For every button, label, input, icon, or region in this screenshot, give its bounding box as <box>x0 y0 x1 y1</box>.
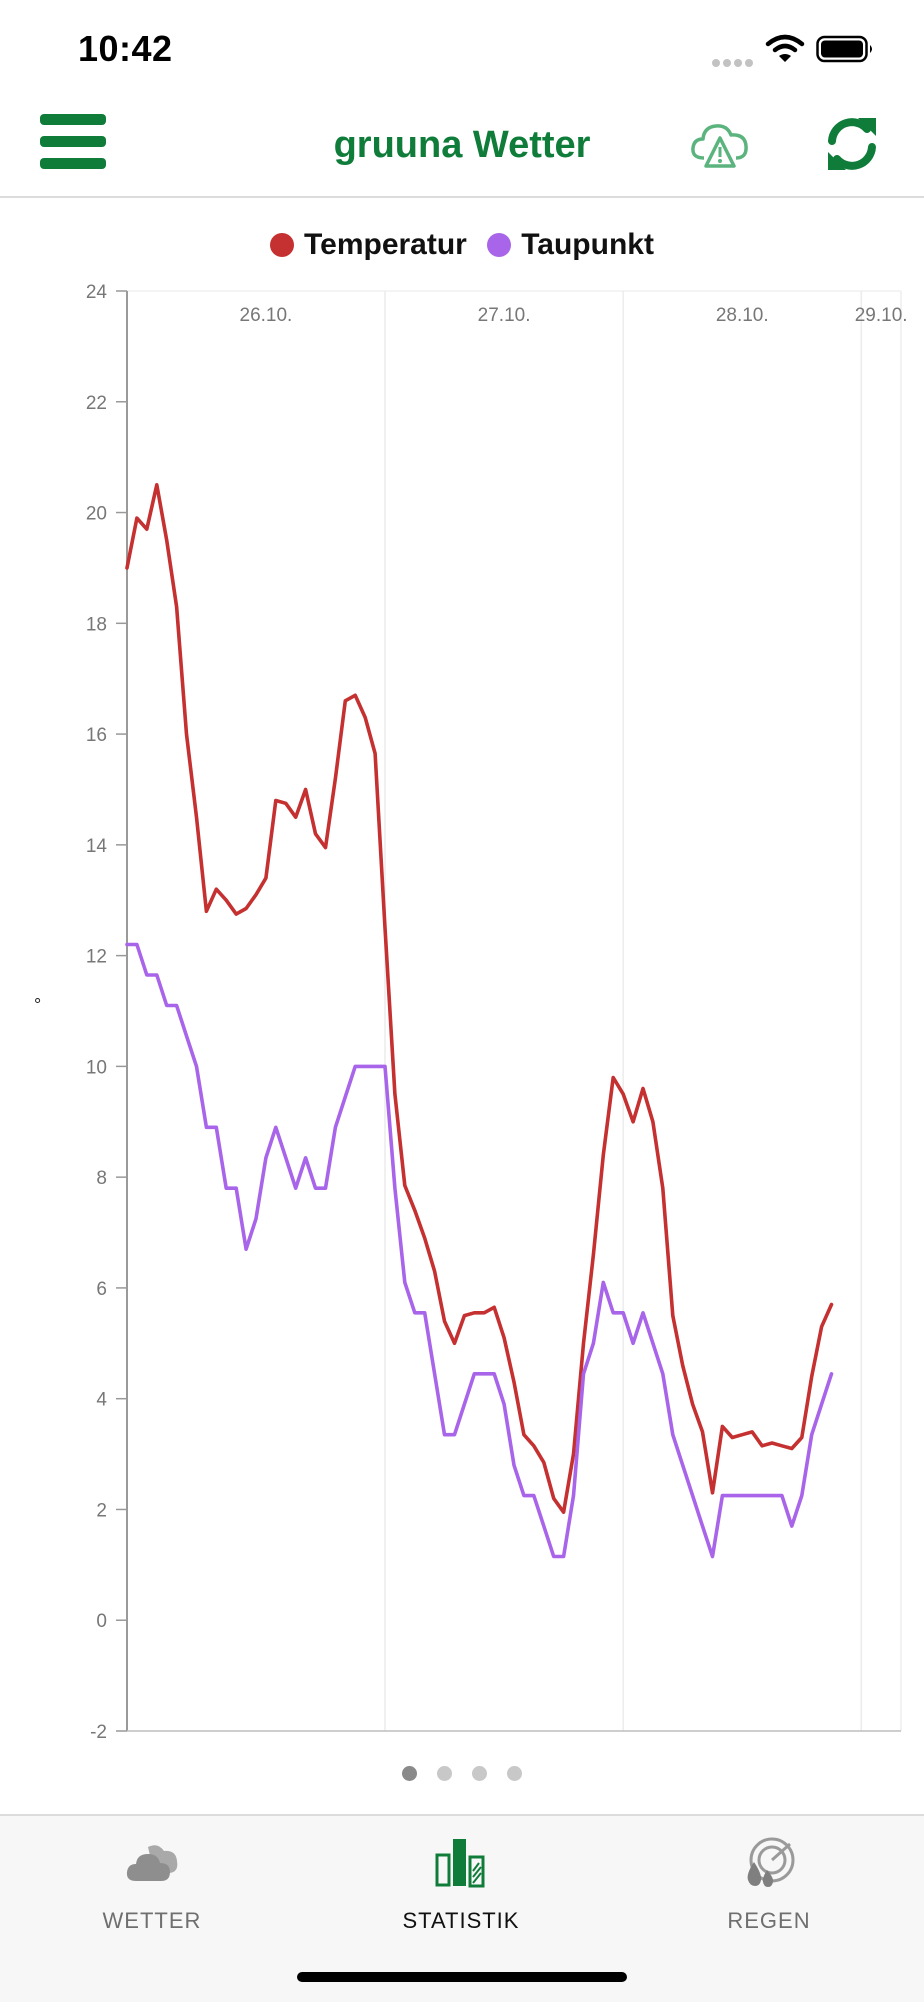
y-tick-label: 10 <box>86 1057 107 1078</box>
wifi-icon <box>765 34 805 62</box>
page-dot[interactable] <box>472 1766 487 1781</box>
menu-button[interactable] <box>40 114 116 182</box>
tab-label-wetter: WETTER <box>102 1908 202 1933</box>
page-dot[interactable] <box>507 1766 522 1781</box>
home-indicator <box>297 1972 627 1982</box>
legend-item-taupunkt[interactable]: Taupunkt <box>487 228 654 262</box>
x-tick-label: 26.10. <box>240 305 293 326</box>
tab-label-regen: REGEN <box>727 1908 811 1933</box>
tab-label-statistik: STATISTIK <box>402 1908 520 1933</box>
legend-swatch-temperatur <box>270 233 295 257</box>
cellular-signal-icon <box>712 54 756 72</box>
rain-radar-icon <box>747 1837 795 1887</box>
y-tick-label: 12 <box>86 947 107 968</box>
y-tick-label: 2 <box>96 1500 107 1521</box>
cloud-warning-icon <box>691 124 748 168</box>
y-tick-label: 20 <box>86 504 107 525</box>
cloud-icon <box>126 1845 178 1881</box>
refresh-button[interactable] <box>822 114 884 178</box>
y-tick-label: 4 <box>96 1390 107 1411</box>
weather-alert-button[interactable] <box>690 118 756 178</box>
battery-icon <box>816 35 872 63</box>
status-time: 10:42 <box>78 28 173 69</box>
legend-item-temperatur[interactable]: Temperatur <box>270 228 467 262</box>
page-dot[interactable] <box>437 1766 452 1781</box>
tab-regen[interactable]: REGEN <box>669 1830 869 1934</box>
tab-statistik[interactable]: STATISTIK <box>361 1830 561 1934</box>
legend-label-taupunkt: Taupunkt <box>521 228 654 261</box>
x-tick-label: 27.10. <box>478 305 531 326</box>
legend-label-temperatur: Temperatur <box>304 228 467 261</box>
chart-legend: Temperatur Taupunkt <box>0 228 924 265</box>
temperature-dewpoint-chart[interactable]: 26.10. 27.10. 28.10. 29.10.2422201816141210… <box>0 270 924 1750</box>
y-tick-label: 16 <box>86 725 107 746</box>
app-title: gruuna Wetter <box>333 124 591 166</box>
refresh-icon <box>828 118 876 170</box>
status-bar: 10:42 <box>0 0 924 100</box>
legend-swatch-taupunkt <box>487 233 512 257</box>
y-tick-label: 24 <box>86 282 108 303</box>
y-tick-label: 8 <box>96 1168 107 1189</box>
x-tick-label: 28.10. <box>716 305 769 326</box>
y-tick-label: -2 <box>90 1722 107 1743</box>
series-line-temperatur <box>125 483 834 1514</box>
tab-wetter[interactable]: WETTER <box>52 1830 252 1934</box>
series-line-taupunkt <box>125 942 834 1559</box>
hamburger-menu-icon <box>40 114 106 169</box>
bar-chart-icon <box>435 1839 485 1888</box>
y-tick-label: 6 <box>96 1279 107 1300</box>
tab-bar: WETTER STATISTIK REGEN <box>0 1814 924 2002</box>
y-tick-label: 14 <box>86 836 108 857</box>
y-tick-label: 0 <box>96 1611 107 1632</box>
nav-bar: gruuna Wetter <box>0 100 924 198</box>
y-axis-unit-label: ° <box>34 995 42 1015</box>
x-tick-label: 29.10. <box>855 305 908 326</box>
page-dot[interactable] <box>402 1766 417 1781</box>
page-indicator[interactable] <box>0 1766 924 1786</box>
y-tick-label: 18 <box>86 614 107 635</box>
y-tick-label: 22 <box>86 393 107 414</box>
